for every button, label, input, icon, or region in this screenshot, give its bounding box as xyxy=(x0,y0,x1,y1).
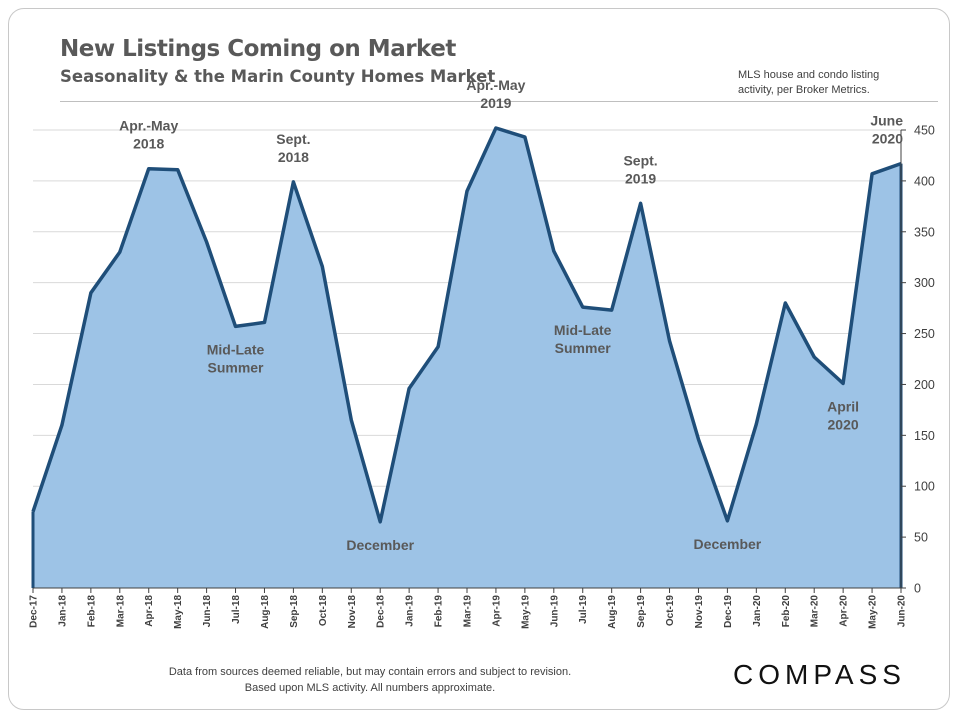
annotation-label: 2020 xyxy=(872,131,903,147)
annotations: Apr.-May 2018 Sept. 2018 Mid-Late Summer Decem… xyxy=(119,77,903,553)
area-fill xyxy=(33,128,901,588)
x-tick-label: May-20 xyxy=(868,595,879,629)
x-tick-label: Nov-18 xyxy=(347,595,358,629)
annotation-label: Summer xyxy=(555,340,612,356)
x-tick-label: Mar-19 xyxy=(463,595,474,628)
x-tick-label: Sep-19 xyxy=(636,595,647,628)
compass-logo: COMPASS xyxy=(733,659,906,690)
x-tick-label: Dec-18 xyxy=(376,595,387,628)
y-tick-label: 50 xyxy=(914,531,928,545)
x-tick-label: Jul-19 xyxy=(578,595,589,624)
x-tick-label: Apr-18 xyxy=(144,595,155,627)
x-tick-label: Jan-19 xyxy=(405,595,416,627)
x-tick-label: Jun-18 xyxy=(202,595,213,628)
x-tick-label: Jun-20 xyxy=(897,595,908,628)
annotation-label: 2020 xyxy=(828,416,859,432)
x-tick-label: Oct-19 xyxy=(665,595,676,627)
annotation-label: Mid-Late xyxy=(554,322,612,338)
y-tick-label: 350 xyxy=(914,225,935,239)
x-tick-label: Feb-18 xyxy=(86,595,97,628)
x-tick-label: Dec-19 xyxy=(723,595,734,628)
annotation-label: December xyxy=(346,537,414,553)
disclaimer-line-2: Based upon MLS activity. All numbers app… xyxy=(244,682,496,694)
annotation-label: April xyxy=(827,398,859,414)
x-tick-label: Dec-17 xyxy=(29,595,40,628)
series-line xyxy=(31,126,902,524)
y-tick-label: 0 xyxy=(914,582,921,596)
area-series xyxy=(31,126,903,588)
header-divider xyxy=(60,101,938,102)
annotation-label: 2018 xyxy=(278,149,309,165)
annotation-label: Sept. xyxy=(623,152,657,168)
x-tick-label: May-19 xyxy=(520,595,531,629)
x-tick-label: Jul-18 xyxy=(231,595,242,624)
x-tick-label: Jan-18 xyxy=(57,595,68,627)
annotation-label: 2019 xyxy=(480,95,511,111)
annotation-label: Summer xyxy=(207,359,264,375)
y-tick-label: 300 xyxy=(914,276,935,290)
x-tick-label: Mar-18 xyxy=(115,595,126,628)
annotation-label: Mid-Late xyxy=(207,341,265,357)
x-axis-ticks: Dec-17 Jan-18 Feb-18 Mar-18 Apr-18 May-18 Jun-… xyxy=(29,588,908,629)
y-axis-ticks: 0 50 100 150 200 250 300 350 400 450 xyxy=(901,124,935,596)
disclaimer-line-1: Data from sources deemed reliable, but m… xyxy=(168,666,572,678)
annotation-label: Apr.-May xyxy=(466,77,525,93)
x-tick-label: Jan-20 xyxy=(752,595,763,627)
x-tick-label: May-18 xyxy=(173,595,184,629)
x-tick-label: Nov-19 xyxy=(694,595,705,629)
annotation-label: Apr.-May xyxy=(119,118,178,134)
y-tick-label: 450 xyxy=(914,124,935,138)
x-tick-label: Aug-19 xyxy=(607,595,618,629)
x-tick-label: Sep-18 xyxy=(289,595,300,628)
disclaimer: Data from sources deemed reliable, but m… xyxy=(120,664,620,696)
x-tick-label: Feb-20 xyxy=(781,595,792,628)
y-tick-label: 200 xyxy=(914,378,935,392)
annotation-label: December xyxy=(694,536,762,552)
x-tick-label: Oct-18 xyxy=(318,595,329,627)
annotation-label: 2019 xyxy=(625,170,656,186)
source-note: MLS house and condo listing activity, pe… xyxy=(738,69,880,96)
y-tick-label: 150 xyxy=(914,429,935,443)
chart-title: New Listings Coming on Market xyxy=(60,36,456,62)
x-tick-label: Mar-20 xyxy=(810,595,821,628)
y-tick-label: 400 xyxy=(914,174,935,188)
chart-subtitle: Seasonality & the Marin County Homes Mar… xyxy=(60,67,496,86)
annotation-label: 2018 xyxy=(133,136,164,152)
x-tick-label: Apr-19 xyxy=(491,595,502,627)
x-tick-label: Feb-19 xyxy=(434,595,445,628)
x-tick-label: Apr-20 xyxy=(839,595,850,627)
annotation-label: Sept. xyxy=(276,131,310,147)
annotation-label: June xyxy=(870,113,903,129)
y-tick-label: 100 xyxy=(914,480,935,494)
y-tick-label: 250 xyxy=(914,327,935,341)
x-tick-label: Jun-19 xyxy=(549,595,560,628)
x-tick-label: Aug-18 xyxy=(260,595,271,629)
